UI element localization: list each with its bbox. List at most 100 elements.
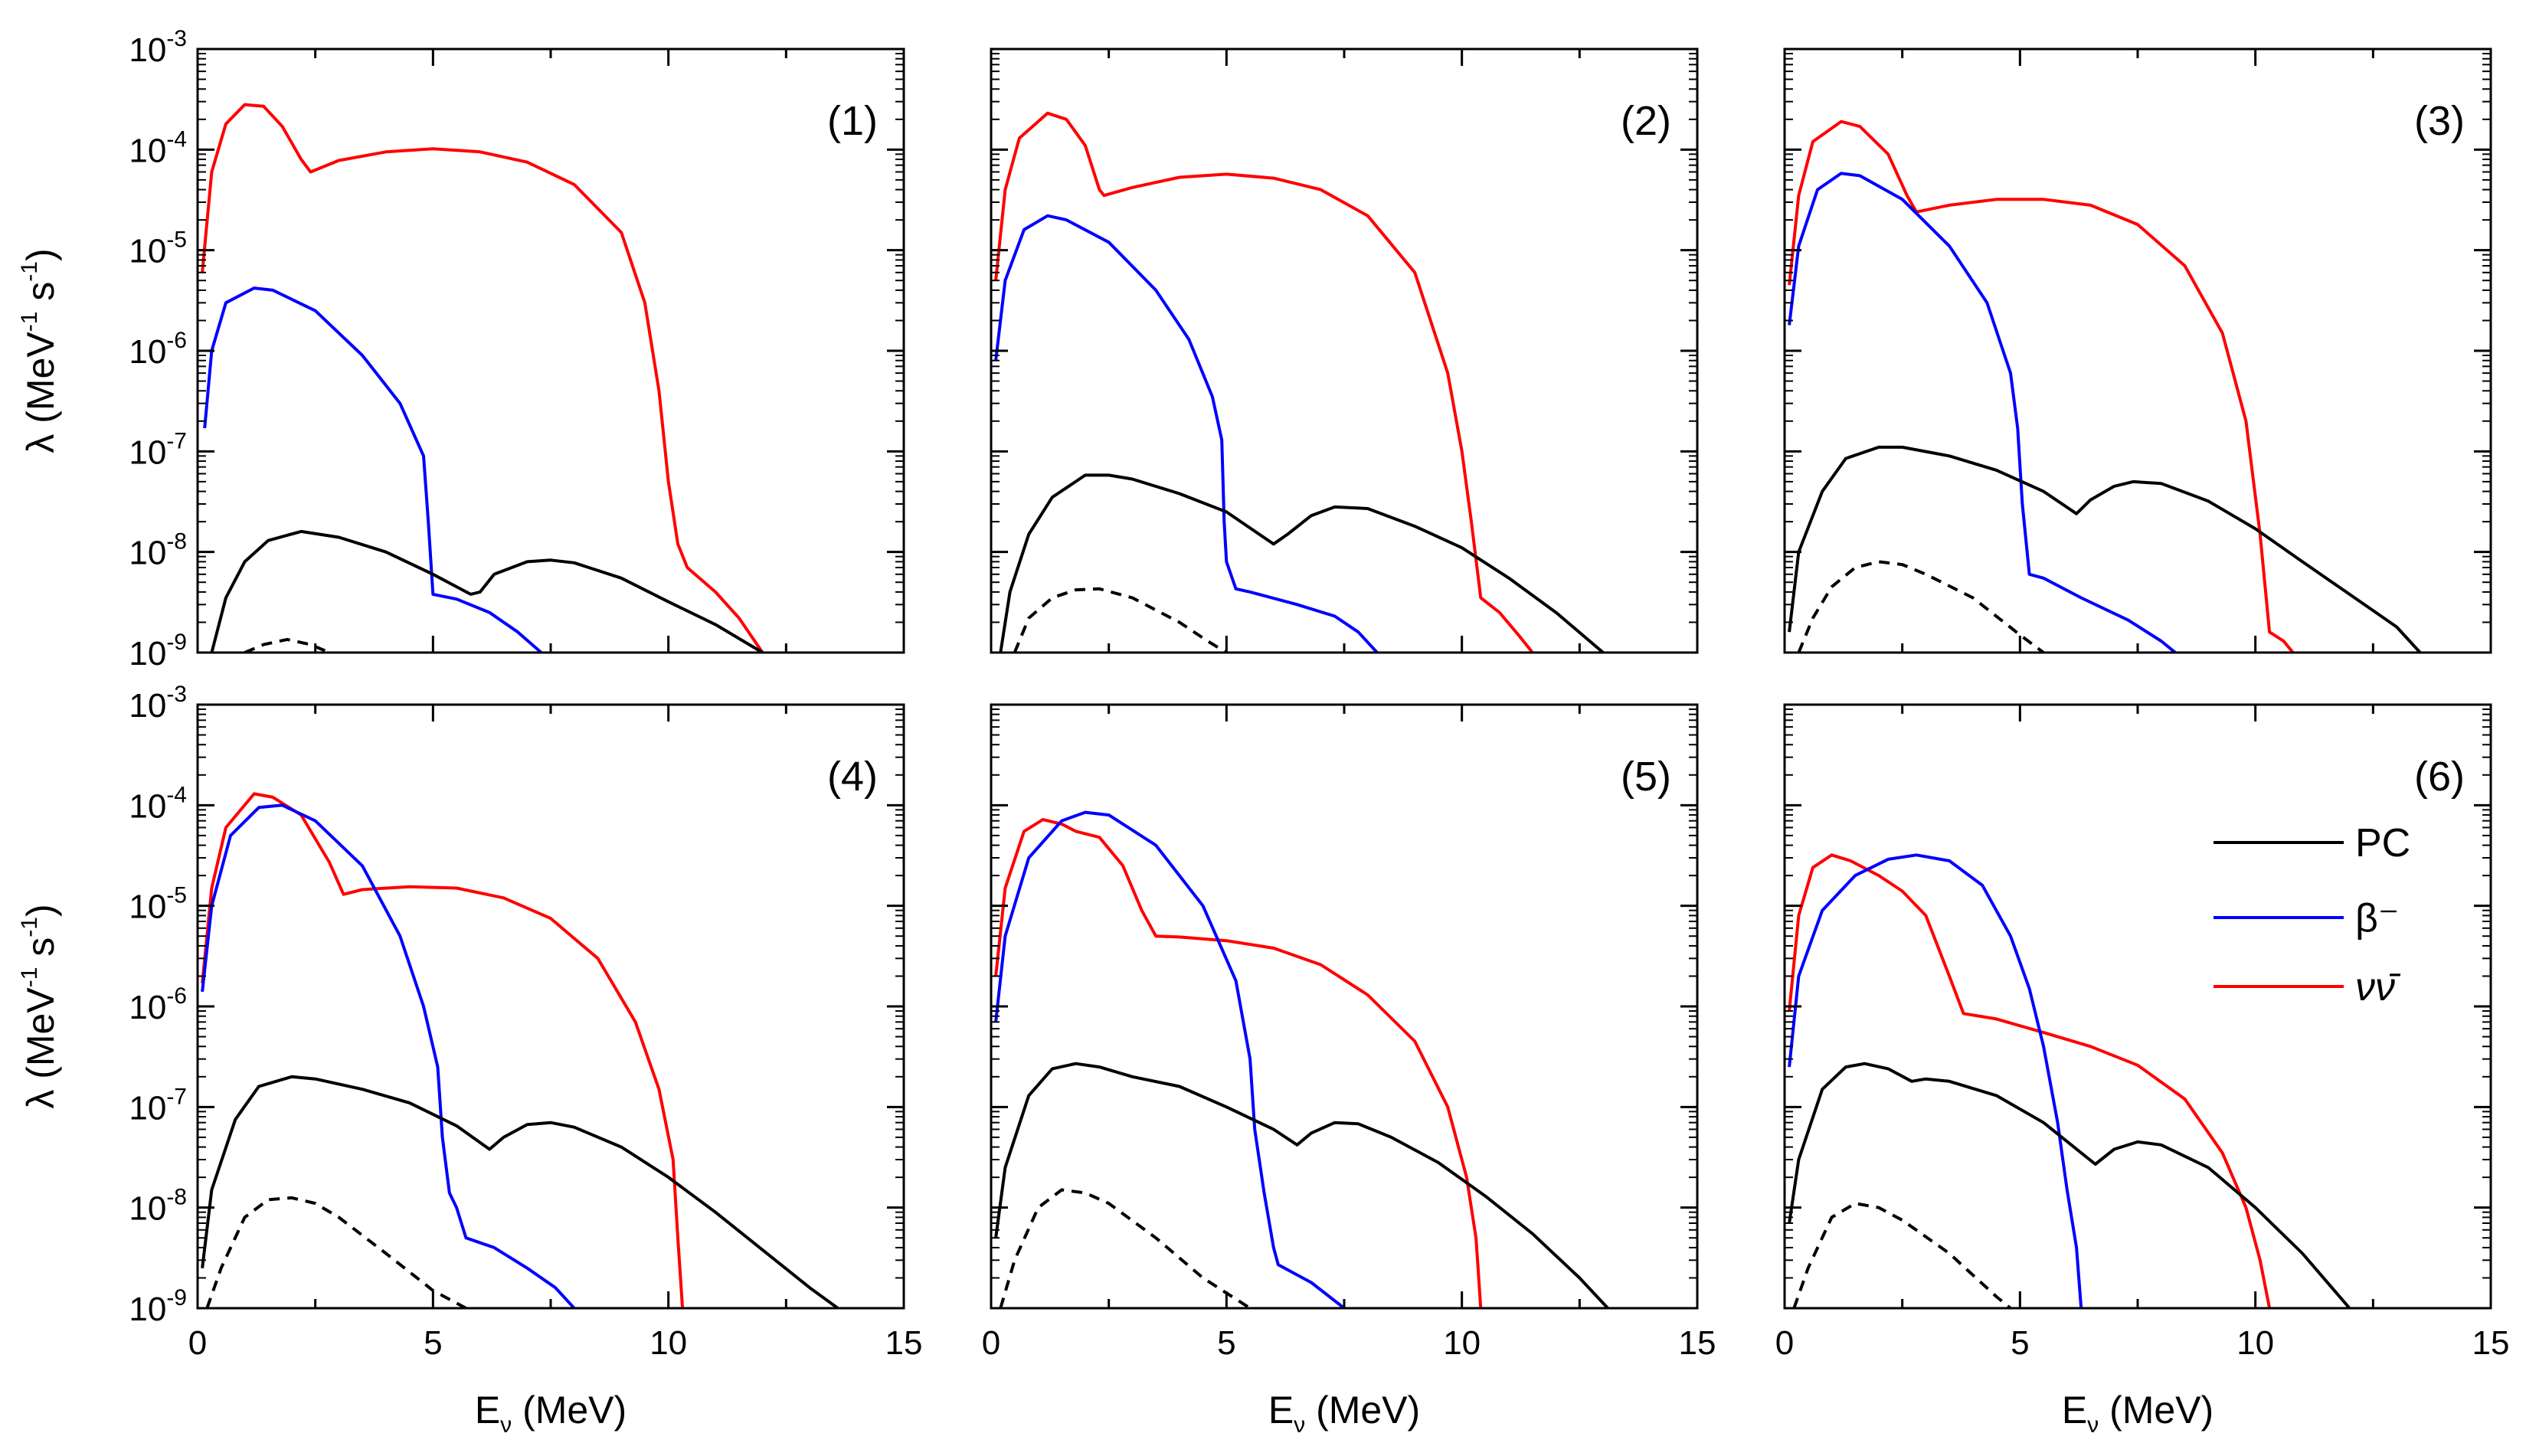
series-line-beta <box>1788 172 2177 653</box>
y-tick-label: 10-6 <box>129 983 187 1026</box>
series-line-pc <box>994 1062 1609 1308</box>
x-axis-title: Eν (MeV) <box>2062 1389 2214 1438</box>
y-tick-base: 10 <box>129 635 166 672</box>
legend-label: β⁻ <box>2355 896 2399 941</box>
series-line-pc <box>201 1075 839 1308</box>
panel-1: (1)10-910-810-710-610-510-410-3λ (MeV-1 … <box>17 26 905 672</box>
legend-label: PC <box>2355 821 2410 865</box>
y-tick-label: 10-7 <box>129 428 187 471</box>
y-tick-exponent: -3 <box>166 26 187 51</box>
y-axis-title-sup: -1 <box>17 261 42 282</box>
x-tick-label: 10 <box>649 1324 687 1362</box>
y-tick-exponent: -3 <box>166 682 187 707</box>
x-axis-title-main: E <box>2062 1389 2087 1431</box>
y-tick-base: 10 <box>129 535 166 572</box>
x-tick-label: 10 <box>1443 1324 1481 1362</box>
panel-label: (2) <box>1621 98 1671 144</box>
y-tick-base: 10 <box>129 787 166 825</box>
y-tick-label: 10-8 <box>129 1185 187 1228</box>
y-tick-base: 10 <box>129 989 166 1026</box>
series-line-beta <box>994 810 1346 1308</box>
series-line-dashed <box>205 1196 467 1308</box>
y-tick-exponent: -5 <box>166 227 187 253</box>
legend: PC β⁻ νν̄ <box>2214 821 2410 1009</box>
legend-label: νν̄ <box>2355 965 2401 1009</box>
plot-frame <box>990 703 1699 1310</box>
y-axis-title-end: ) <box>19 248 62 261</box>
x-tick-label: 5 <box>2011 1324 2029 1362</box>
x-axis-title-end: (MeV) <box>1305 1389 1420 1431</box>
series-line-pc <box>1788 445 2422 653</box>
y-axis-title-sup: -1 <box>17 967 42 988</box>
series-line-dashed <box>244 637 330 653</box>
y-tick-exponent: -6 <box>166 983 187 1009</box>
y-tick-base: 10 <box>129 434 166 471</box>
y-tick-exponent: -8 <box>166 529 187 555</box>
y-tick-base: 10 <box>129 1291 166 1328</box>
plot-frame <box>1783 47 2492 654</box>
series-line-nunubar <box>994 818 1483 1308</box>
x-axis-title-sub: ν <box>1294 1412 1305 1438</box>
y-tick-base: 10 <box>129 888 166 926</box>
series-line-dashed <box>999 1188 1252 1308</box>
series-line-beta <box>201 803 576 1308</box>
series-line-pc <box>210 529 764 653</box>
y-tick-base: 10 <box>129 687 166 725</box>
series-line-dashed <box>1797 560 2045 653</box>
y-tick-exponent: -7 <box>166 1084 187 1109</box>
x-tick-label: 0 <box>982 1324 1000 1362</box>
series-line-nunubar <box>994 111 1534 653</box>
panel-label: (1) <box>827 98 878 144</box>
series-line-nunubar <box>1788 853 2272 1308</box>
y-tick-label: 10-9 <box>129 630 187 672</box>
y-tick-exponent: -9 <box>166 1285 187 1310</box>
series-line-beta <box>203 286 543 653</box>
y-tick-exponent: -7 <box>166 428 187 453</box>
series-line-nunubar <box>201 103 764 653</box>
x-axis-title: Eν (MeV) <box>1268 1389 1420 1438</box>
y-axis-title-sup: -1 <box>17 312 42 332</box>
series-line-pc <box>1788 1062 2351 1308</box>
x-tick-label: 0 <box>1775 1324 1794 1362</box>
y-tick-label: 10-9 <box>129 1285 187 1328</box>
x-axis-title-main: E <box>475 1389 500 1431</box>
y-axis-title-main: λ (MeV <box>19 332 62 453</box>
y-axis-title-sup: -1 <box>17 917 42 937</box>
y-tick-base: 10 <box>129 233 166 270</box>
series-line-dashed <box>1013 587 1228 653</box>
y-tick-exponent: -4 <box>166 782 187 807</box>
y-axis-title-main: λ (MeV <box>19 987 62 1109</box>
x-tick-label: 5 <box>424 1324 442 1362</box>
y-tick-base: 10 <box>129 1089 166 1127</box>
panel-label: (5) <box>1621 754 1671 800</box>
x-axis-title-sub: ν <box>500 1412 512 1438</box>
y-tick-label: 10-7 <box>129 1084 187 1127</box>
series-line-beta <box>994 214 1379 653</box>
panel-3: (3) <box>1783 47 2492 654</box>
y-tick-base: 10 <box>129 1190 166 1228</box>
series-line-pc <box>999 473 1605 653</box>
panel-5: (5) 0 5 10 15 Eν (MeV) <box>982 703 1716 1438</box>
y-tick-exponent: -6 <box>166 328 187 353</box>
y-tick-exponent: -5 <box>166 883 187 908</box>
y-axis-title-mid: s <box>19 282 62 312</box>
y-axis-title: λ (MeV-1 s-1) <box>17 248 62 453</box>
y-tick-exponent: -8 <box>166 1185 187 1210</box>
x-axis-title-sub: ν <box>2087 1412 2099 1438</box>
y-tick-base: 10 <box>129 333 166 371</box>
y-tick-label: 10-6 <box>129 328 187 371</box>
y-tick-label: 10-3 <box>129 26 187 69</box>
x-tick-label: 0 <box>188 1324 207 1362</box>
series-line-dashed <box>1792 1202 2012 1308</box>
y-tick-label: 10-4 <box>129 782 187 825</box>
y-tick-exponent: -4 <box>166 126 187 152</box>
panel-label: (6) <box>2414 754 2465 800</box>
x-tick-label: 15 <box>1679 1324 1716 1362</box>
x-axis-title-end: (MeV) <box>512 1389 627 1431</box>
y-tick-base: 10 <box>129 31 166 69</box>
series-line-beta <box>1788 853 2083 1308</box>
x-axis-title-main: E <box>1268 1389 1294 1431</box>
series-line-nunubar <box>201 792 685 1308</box>
x-tick-label: 15 <box>885 1324 923 1362</box>
